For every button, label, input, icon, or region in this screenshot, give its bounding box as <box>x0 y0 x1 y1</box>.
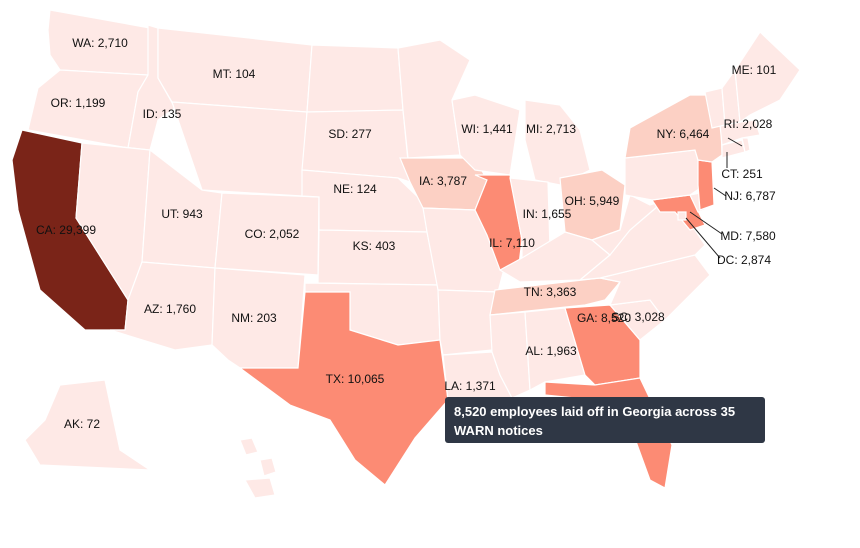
state-label-mt: MT: 104 <box>213 67 256 81</box>
state-hi[interactable] <box>239 437 277 499</box>
state-label-in: IN: 1,655 <box>523 207 572 221</box>
state-label-tx: TX: 10,065 <box>326 372 385 386</box>
state-wv[interactable] <box>590 194 666 256</box>
state-label-oh: OH: 5,949 <box>565 194 620 208</box>
state-me[interactable] <box>734 31 801 124</box>
state-labels: WA: 2,710 OR: 1,199 CA: 29,399 ID: 135 MT: 1… <box>36 36 777 431</box>
leader-line-dc <box>685 217 721 259</box>
state-ny[interactable] <box>624 94 723 163</box>
state-label-wa: WA: 2,710 <box>72 36 128 50</box>
state-ar[interactable] <box>437 289 499 356</box>
state-label-ca: CA: 29,399 <box>36 223 96 237</box>
state-label-ks: KS: 403 <box>353 239 396 253</box>
state-pa[interactable] <box>624 149 706 201</box>
state-label-id: ID: 135 <box>143 107 182 121</box>
leader-line-nj <box>713 187 727 197</box>
state-tx[interactable] <box>238 291 449 486</box>
state-tooltip: 8,520 employees laid off in Georgia acro… <box>445 397 765 443</box>
state-label-nm: NM: 203 <box>231 311 277 325</box>
state-label-ri: RI: 2,028 <box>724 117 773 131</box>
state-label-wi: WI: 1,441 <box>461 122 513 136</box>
state-nj[interactable] <box>697 159 715 211</box>
state-label-mi: MI: 2,713 <box>526 122 576 136</box>
state-label-az: AZ: 1,760 <box>144 302 196 316</box>
state-label-ct: CT: 251 <box>721 167 763 181</box>
state-nc[interactable] <box>599 254 711 321</box>
state-label-ne: NE: 124 <box>333 182 377 196</box>
state-dc[interactable] <box>677 211 687 221</box>
state-label-me: ME: 101 <box>732 63 777 77</box>
state-label-nj: NJ: 6,787 <box>724 189 776 203</box>
state-ak[interactable] <box>24 379 153 471</box>
state-label-ga: GA: 8,520 <box>577 311 631 325</box>
state-label-or: OR: 1,199 <box>51 96 106 110</box>
state-label-md: MD: 7,580 <box>720 229 776 243</box>
state-al[interactable] <box>524 307 586 391</box>
state-label-il: IL: 7,110 <box>489 236 535 250</box>
state-sd[interactable] <box>301 109 411 183</box>
state-label-ny: NY: 6,464 <box>657 127 710 141</box>
state-label-dc: DC: 2,874 <box>717 253 771 267</box>
state-label-sd: SD: 277 <box>328 127 372 141</box>
state-mi[interactable] <box>524 99 591 186</box>
state-label-sc: SC: 3,028 <box>611 310 665 324</box>
leader-line-md <box>689 211 723 235</box>
state-label-ut: UT: 943 <box>161 207 203 221</box>
state-label-la: LA: 1,371 <box>444 379 496 393</box>
state-ri[interactable] <box>741 137 751 153</box>
label-leader-lines <box>685 137 743 259</box>
state-label-ak: AK: 72 <box>64 417 100 431</box>
state-label-al: AL: 1,963 <box>525 344 577 358</box>
state-label-tn: TN: 3,363 <box>524 285 577 299</box>
state-nd[interactable] <box>306 44 404 113</box>
state-label-co: CO: 2,052 <box>245 227 300 241</box>
state-label-ia: IA: 3,787 <box>419 174 467 188</box>
states-layer <box>11 9 801 499</box>
leader-line-ri <box>727 137 743 147</box>
